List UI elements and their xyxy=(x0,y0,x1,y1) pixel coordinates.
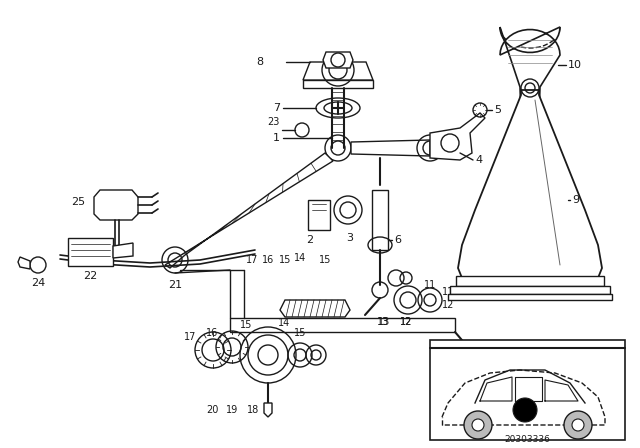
Text: 2: 2 xyxy=(307,235,314,245)
Text: 8: 8 xyxy=(256,57,263,67)
Polygon shape xyxy=(94,190,138,220)
Bar xyxy=(230,318,455,332)
Text: 7: 7 xyxy=(273,103,280,113)
Text: 11: 11 xyxy=(424,280,436,290)
Polygon shape xyxy=(351,140,430,156)
Circle shape xyxy=(472,419,484,431)
Polygon shape xyxy=(458,90,602,278)
Bar xyxy=(68,238,113,266)
Text: 10: 10 xyxy=(568,60,582,70)
Text: 17: 17 xyxy=(246,255,259,265)
Circle shape xyxy=(464,411,492,439)
Text: 21: 21 xyxy=(168,280,182,290)
Polygon shape xyxy=(500,27,560,117)
Circle shape xyxy=(513,398,537,422)
Bar xyxy=(308,200,330,230)
Text: 6: 6 xyxy=(394,235,401,245)
Polygon shape xyxy=(264,403,272,417)
Text: 24: 24 xyxy=(31,278,45,288)
Polygon shape xyxy=(280,300,350,317)
Polygon shape xyxy=(113,243,133,258)
Text: 13: 13 xyxy=(377,317,389,327)
Text: 3: 3 xyxy=(346,233,353,243)
Circle shape xyxy=(564,411,592,439)
Text: 11: 11 xyxy=(442,287,454,297)
Text: 17: 17 xyxy=(184,332,196,342)
Text: 12: 12 xyxy=(400,317,412,327)
Text: 23: 23 xyxy=(268,117,280,127)
Polygon shape xyxy=(303,62,373,80)
Text: 20: 20 xyxy=(206,405,218,415)
Text: 1: 1 xyxy=(273,133,280,143)
Text: 9: 9 xyxy=(572,195,579,205)
Polygon shape xyxy=(430,113,485,160)
Bar xyxy=(430,340,625,440)
Text: 15: 15 xyxy=(279,255,291,265)
Text: 15: 15 xyxy=(240,320,252,330)
Circle shape xyxy=(572,419,584,431)
Text: 18: 18 xyxy=(247,405,259,415)
Text: 14: 14 xyxy=(294,253,307,263)
Text: 15: 15 xyxy=(319,255,332,265)
Bar xyxy=(450,286,610,294)
Bar xyxy=(456,276,604,286)
Text: 16: 16 xyxy=(206,328,218,338)
Polygon shape xyxy=(165,153,333,268)
Text: 12: 12 xyxy=(400,317,412,327)
Text: 22: 22 xyxy=(83,271,97,281)
Text: 4: 4 xyxy=(475,155,482,165)
Text: 14: 14 xyxy=(278,318,291,328)
Text: 13: 13 xyxy=(378,317,390,327)
Text: 15: 15 xyxy=(294,328,306,338)
Polygon shape xyxy=(18,257,30,269)
Text: 25: 25 xyxy=(71,197,85,207)
Text: 16: 16 xyxy=(262,255,275,265)
Text: 5: 5 xyxy=(494,105,501,115)
Bar xyxy=(448,294,612,300)
Polygon shape xyxy=(323,52,353,68)
Text: 12: 12 xyxy=(442,300,454,310)
Text: 19: 19 xyxy=(226,405,238,415)
Polygon shape xyxy=(303,80,373,88)
Text: 20303336: 20303336 xyxy=(504,435,550,444)
Polygon shape xyxy=(372,190,388,250)
